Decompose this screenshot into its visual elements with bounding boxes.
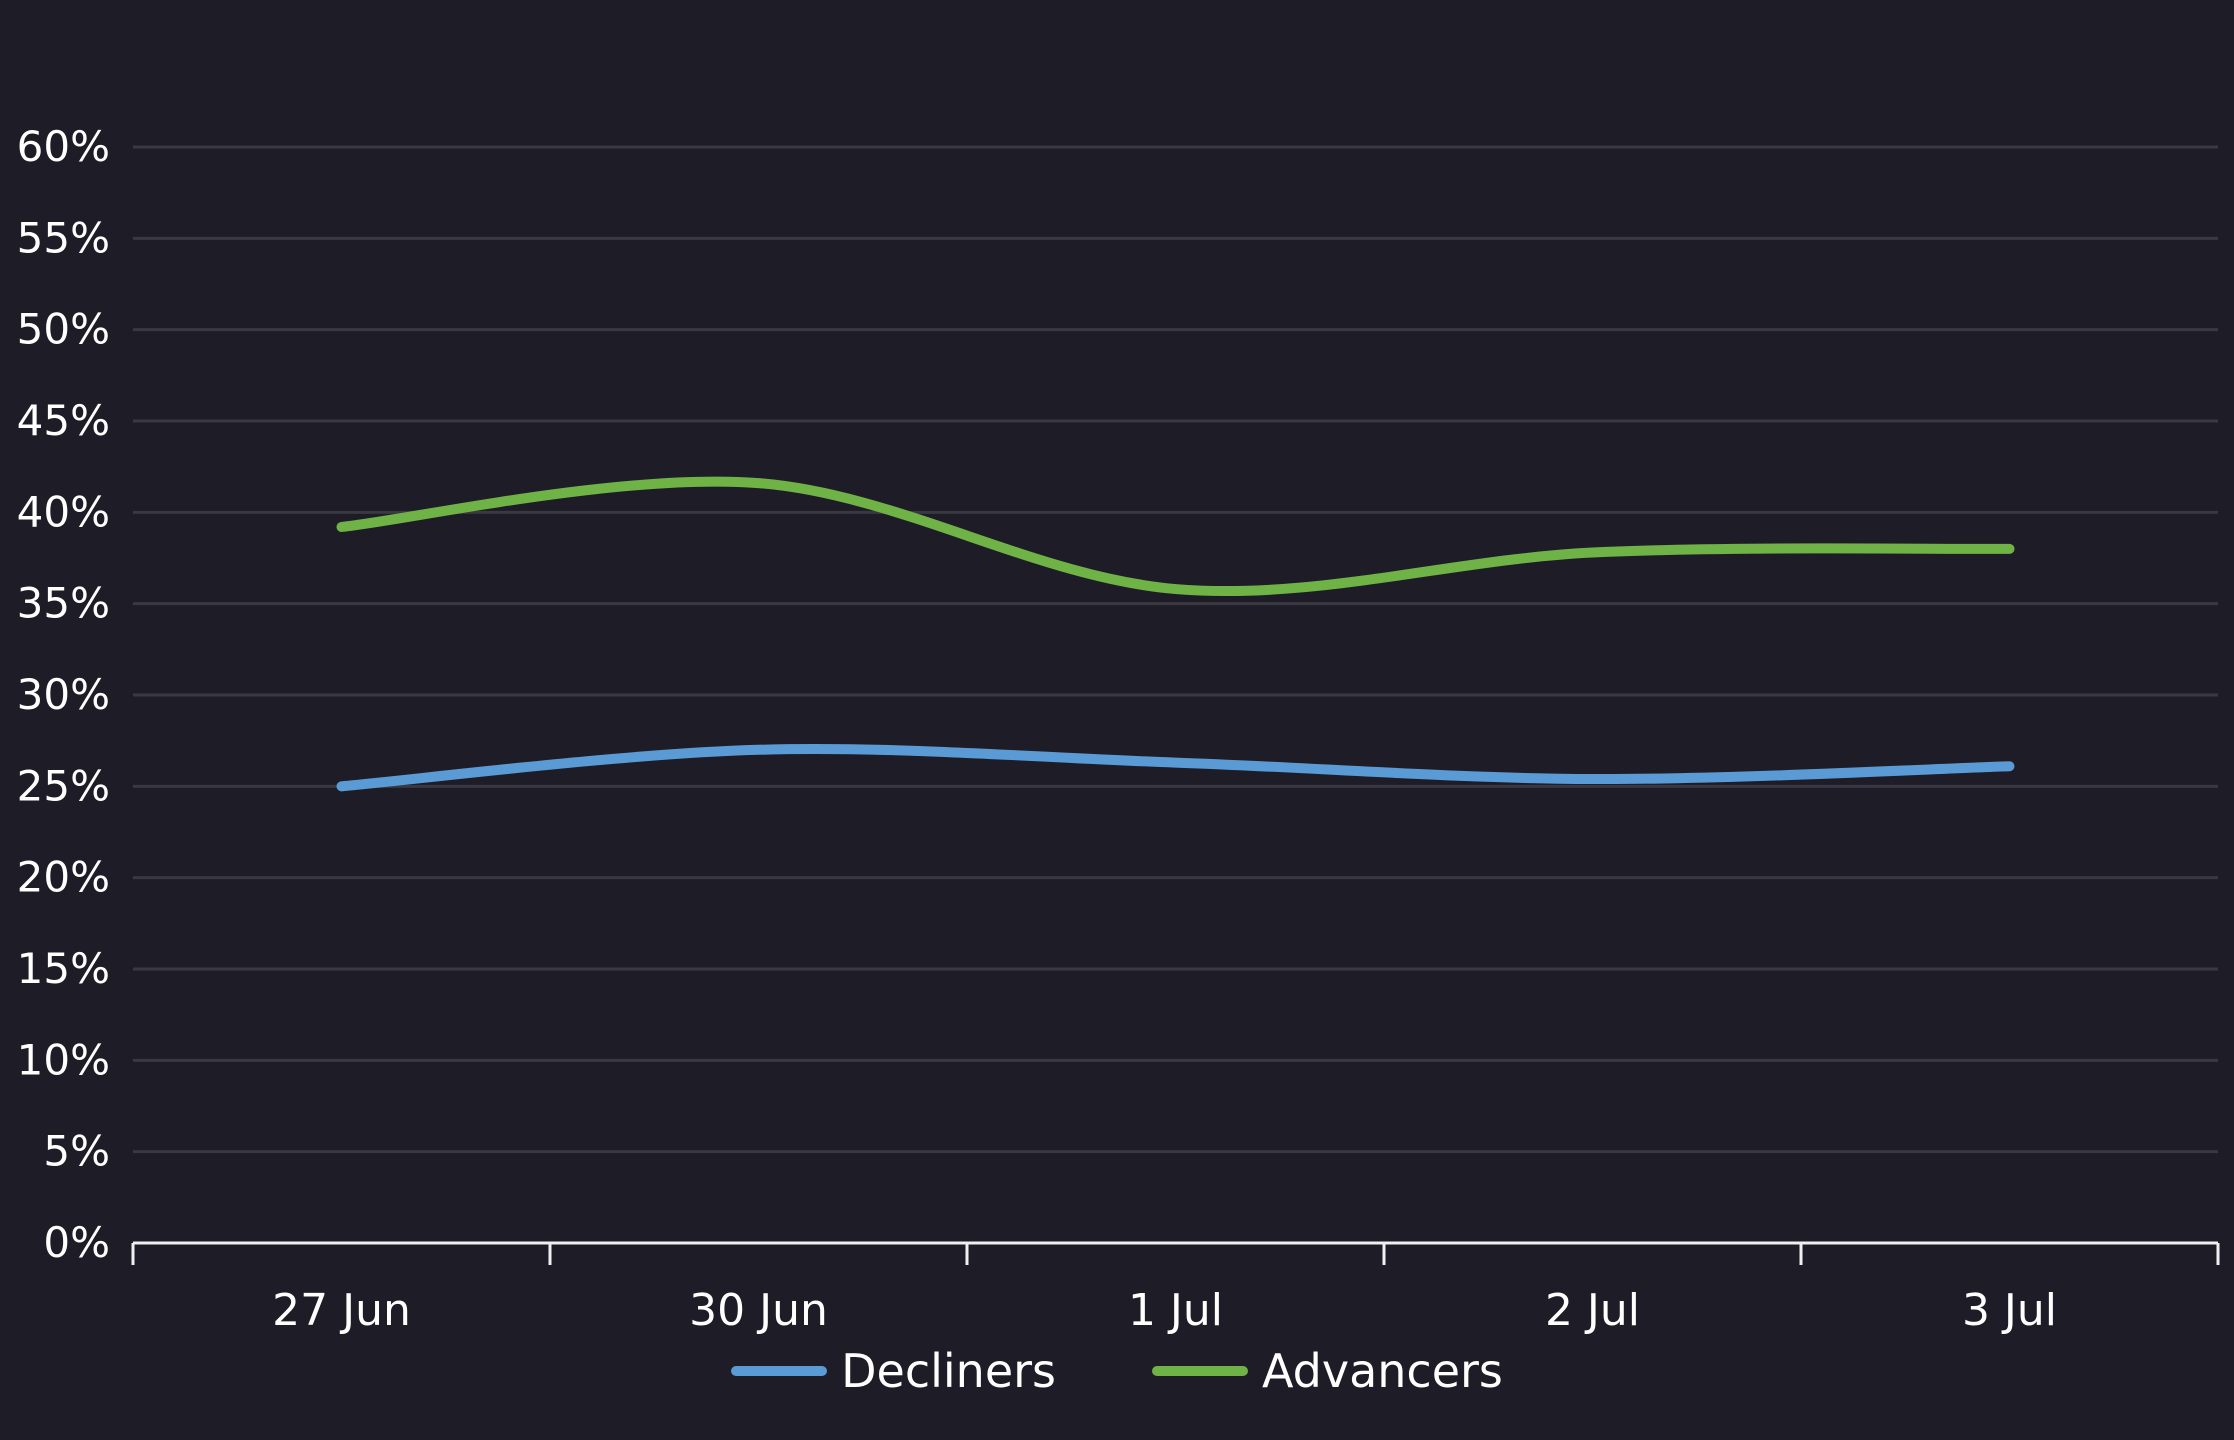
x-axis-label: 2 Jul — [1545, 1285, 1640, 1336]
y-axis-label: 5% — [43, 1127, 110, 1176]
y-axis-label: 0% — [43, 1218, 110, 1267]
chart-legend: Decliners Advancers — [0, 1348, 2234, 1394]
y-axis-label: 10% — [17, 1035, 110, 1084]
series-line-advancers[interactable] — [336, 476, 2015, 597]
y-axis-label: 55% — [17, 213, 110, 262]
y-axis-label: 45% — [17, 396, 110, 445]
y-axis-label: 35% — [17, 579, 110, 628]
series-line-decliners[interactable] — [336, 744, 2015, 792]
y-axis-label: 60% — [17, 122, 110, 171]
y-axis-label: 25% — [17, 761, 110, 810]
legend-swatch-advancers — [1152, 1366, 1248, 1376]
y-axis-label: 20% — [17, 853, 110, 902]
y-axis-label: 15% — [17, 944, 110, 993]
legend-item-decliners[interactable]: Decliners — [731, 1348, 1056, 1394]
legend-label-decliners: Decliners — [841, 1344, 1056, 1398]
legend-label-advancers: Advancers — [1262, 1344, 1503, 1398]
x-axis-label: 3 Jul — [1962, 1285, 2057, 1336]
x-axis-label: 27 Jun — [272, 1285, 411, 1336]
y-axis-label: 40% — [17, 487, 110, 536]
legend-item-advancers[interactable]: Advancers — [1152, 1348, 1503, 1394]
x-axis-label: 30 Jun — [689, 1285, 828, 1336]
legend-swatch-decliners — [731, 1366, 828, 1376]
x-axis-label: 1 Jul — [1128, 1285, 1223, 1336]
y-axis-label: 50% — [17, 305, 110, 354]
y-axis-label: 30% — [17, 670, 110, 719]
